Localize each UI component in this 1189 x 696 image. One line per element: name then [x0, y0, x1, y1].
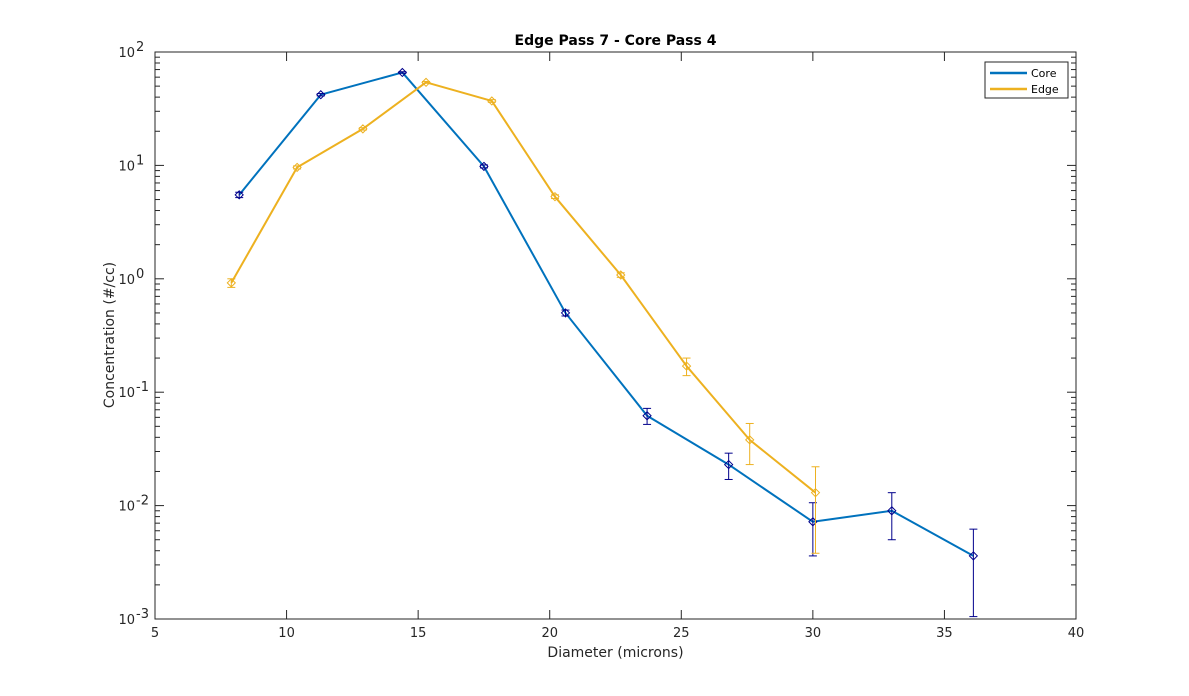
- x-tick-label: 20: [541, 626, 558, 641]
- y-tick-label: 10: [118, 273, 135, 288]
- y-axis-label: Concentration (#/cc): [102, 262, 118, 408]
- legend-label-edge: Edge: [1031, 83, 1059, 96]
- plot-area: [155, 52, 1076, 619]
- edge-marker: [810, 487, 821, 498]
- legend-label-core: Core: [1031, 67, 1057, 80]
- y-tick-exponent: 0: [136, 267, 144, 282]
- x-tick-label: 40: [1068, 626, 1085, 641]
- core-marker: [723, 459, 734, 470]
- y-tick-label: 10: [118, 500, 135, 515]
- edge-series: [226, 77, 821, 554]
- x-tick-label: 15: [410, 626, 427, 641]
- edge-marker: [681, 361, 692, 371]
- y-tick-exponent: -1: [136, 380, 149, 395]
- y-tick-label: 10: [118, 159, 135, 174]
- edge-marker: [487, 96, 497, 106]
- edge-marker: [292, 162, 302, 173]
- edge-marker: [616, 270, 626, 280]
- y-tick-exponent: 2: [136, 40, 144, 55]
- edge-marker: [421, 77, 431, 88]
- y-tick-label: 10: [118, 386, 135, 401]
- edge-marker: [744, 435, 755, 445]
- x-tick-label: 30: [805, 626, 822, 641]
- core-series: [234, 67, 979, 618]
- edge-marker: [226, 278, 237, 288]
- x-tick-label: 5: [151, 626, 159, 641]
- core-marker: [560, 308, 571, 318]
- chart-title: Edge Pass 7 - Core Pass 4: [515, 33, 717, 49]
- x-axis-label: Diameter (microns): [547, 645, 683, 661]
- axes-box: [154, 51, 1077, 620]
- y-tick-label: 10: [118, 613, 135, 628]
- x-tick-label: 10: [278, 626, 295, 641]
- y-tick-exponent: 1: [136, 153, 144, 168]
- core-marker: [479, 161, 489, 172]
- core-marker: [642, 411, 652, 421]
- edge-marker: [358, 124, 368, 134]
- core-marker: [887, 506, 897, 516]
- core-line: [238, 71, 974, 557]
- x-tick-label: 35: [936, 626, 953, 641]
- legend: Core Edge: [984, 61, 1069, 99]
- x-tick-label: 25: [673, 626, 690, 641]
- y-tick-label: 10: [118, 46, 135, 61]
- series-layer: [226, 67, 979, 618]
- edge-line: [230, 81, 817, 494]
- legend-box: [984, 61, 1069, 99]
- y-tick-exponent: -3: [136, 607, 149, 622]
- y-tick-exponent: -2: [136, 494, 149, 509]
- edge-marker: [550, 191, 560, 202]
- core-marker: [316, 90, 326, 100]
- core-marker: [968, 551, 979, 561]
- core-marker: [397, 67, 408, 78]
- core-marker: [234, 190, 244, 200]
